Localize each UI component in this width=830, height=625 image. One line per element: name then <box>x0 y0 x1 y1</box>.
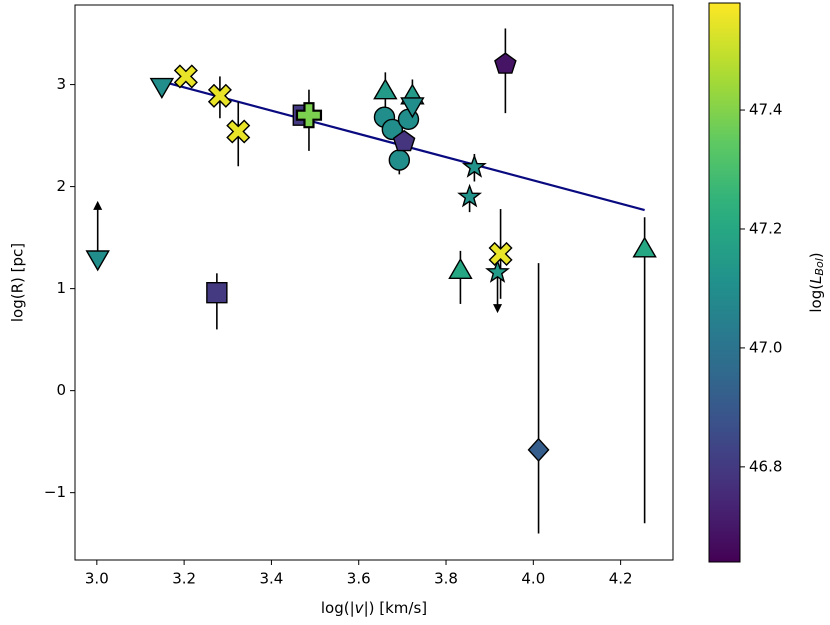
colorbar-tick-label: 47.0 <box>749 338 782 356</box>
y-axis-label: log(R) [pc] <box>9 243 27 322</box>
point <box>207 83 232 108</box>
colorbar-label-part: ) <box>807 252 825 258</box>
limit-arrow <box>493 304 503 314</box>
plot-frame <box>74 4 674 561</box>
colorbar-label: log(LBol) <box>807 252 827 312</box>
colorbar-label-part: Bol <box>813 258 826 275</box>
point <box>457 183 483 208</box>
point <box>488 241 513 266</box>
point <box>226 119 251 144</box>
x-axis-label-part: v <box>355 599 365 617</box>
x-axis-label-part: |) [km/s] <box>364 599 428 617</box>
point <box>388 149 411 171</box>
y-tick-label: −1 <box>44 483 66 501</box>
colorbar-label-part: log( <box>807 284 825 313</box>
colorbar <box>708 2 741 563</box>
colorbar-tick-label: 47.2 <box>749 219 782 237</box>
point <box>632 236 657 258</box>
y-tick-label: 2 <box>56 177 66 195</box>
point <box>381 118 404 141</box>
point <box>392 129 416 152</box>
x-tick-label: 3.6 <box>347 570 371 588</box>
colorbar-label-part: L <box>807 276 825 284</box>
point <box>373 78 398 100</box>
x-tick-label: 4.0 <box>521 570 545 588</box>
x-tick-label: 3.0 <box>85 570 109 588</box>
point <box>448 257 473 279</box>
y-tick-label: 3 <box>56 75 66 93</box>
x-axis-label: log(|v|) [km/s] <box>321 599 427 617</box>
colorbar-tick-label: 47.4 <box>749 101 782 119</box>
point <box>485 259 510 283</box>
x-tick-label: 3.8 <box>434 570 458 588</box>
point <box>461 154 487 178</box>
y-tick-label: 0 <box>56 381 66 399</box>
point <box>149 77 175 99</box>
colorbar-tick-label: 46.8 <box>749 457 782 475</box>
limit-arrow <box>93 200 103 210</box>
point <box>85 250 110 272</box>
point <box>295 102 323 129</box>
point <box>400 97 425 119</box>
x-tick-label: 4.2 <box>609 570 633 588</box>
point <box>494 52 517 74</box>
x-tick-label: 3.4 <box>259 570 283 588</box>
x-axis-label-part: log(| <box>321 599 355 617</box>
point <box>527 437 550 462</box>
y-tick-label: 1 <box>56 279 66 297</box>
plot-area <box>75 5 673 560</box>
point <box>206 282 228 304</box>
point <box>173 64 198 89</box>
x-tick-label: 3.2 <box>172 570 196 588</box>
